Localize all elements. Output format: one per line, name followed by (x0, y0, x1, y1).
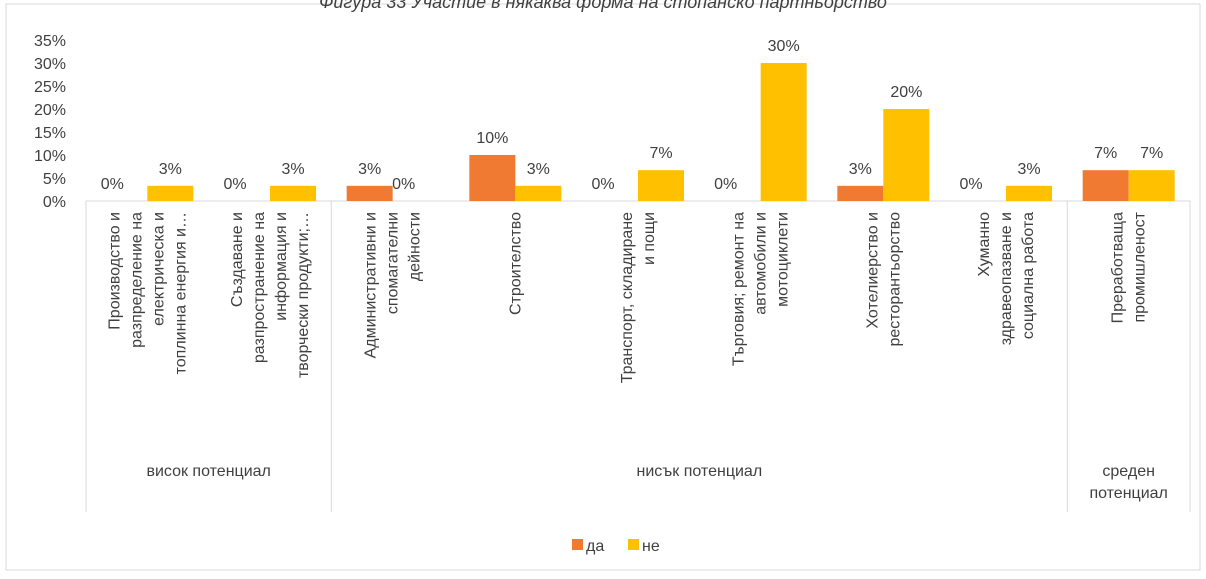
legend-label: не (642, 538, 660, 555)
data-label: 3% (1017, 161, 1040, 178)
data-label: 7% (649, 145, 672, 162)
bar (1128, 170, 1175, 201)
bar (346, 185, 393, 201)
bar (638, 170, 684, 201)
legend-label: да (586, 538, 604, 555)
legend-swatch (628, 539, 639, 550)
x-tick-label: спомагателни (385, 212, 402, 314)
group-label: висок потенциал (146, 463, 270, 480)
data-label: 30% (768, 38, 800, 55)
y-tick-label: 20% (34, 102, 66, 119)
x-tick-label: мотоциклети (775, 212, 792, 307)
y-tick-label: 0% (43, 194, 66, 211)
bar (469, 155, 516, 201)
x-tick-label: социална работа (1020, 212, 1037, 339)
x-tick-label: здравеопазване и (998, 212, 1015, 345)
data-label: 0% (392, 176, 415, 193)
bar (760, 63, 807, 201)
data-label: 3% (527, 161, 550, 178)
bar (837, 185, 884, 201)
data-label: 3% (849, 161, 872, 178)
y-tick-label: 5% (43, 171, 66, 188)
x-tick-label: Създаване и (229, 212, 246, 307)
y-tick-label: 10% (34, 148, 66, 165)
x-tick-label: дейности (407, 212, 424, 281)
group-label: среден (1102, 463, 1155, 480)
data-label: 7% (1140, 145, 1163, 162)
chart-title: Фигура 33 Участие в някаква форма на сто… (319, 0, 887, 12)
x-tick-label: Търговия; ремонт на (731, 212, 748, 366)
data-label: 20% (890, 84, 922, 101)
bar (1082, 170, 1129, 201)
data-label: 3% (159, 161, 182, 178)
y-tick-label: 15% (34, 125, 66, 142)
data-label: 0% (591, 176, 614, 193)
data-label: 0% (959, 176, 982, 193)
data-label: 0% (223, 176, 246, 193)
x-tick-label: Преработваща (1110, 212, 1127, 324)
legend-swatch (572, 539, 583, 550)
x-tick-label: информация и (273, 212, 290, 321)
x-tick-label: и пощи (641, 212, 658, 265)
x-tick-label: електрическа и (150, 212, 167, 326)
x-tick-label: Производство и (106, 212, 123, 330)
data-label: 0% (101, 176, 124, 193)
x-tick-label: творчески продукти;… (295, 212, 312, 378)
x-tick-label: ресторантьорство (886, 212, 903, 347)
x-tick-label: промишленост (1132, 211, 1149, 322)
x-tick-label: Транспорт, складиране (619, 212, 636, 383)
x-tick-label: автомобили и (753, 212, 770, 315)
data-label: 3% (281, 161, 304, 178)
y-tick-label: 25% (34, 79, 66, 96)
x-tick-label: разпространение на (251, 212, 268, 363)
x-tick-label: Хотелиерство и (864, 212, 881, 329)
x-tick-label: топлинна енергия и… (172, 212, 189, 374)
x-tick-label: Административни и (363, 212, 380, 358)
bar (515, 185, 562, 201)
group-label: нисък потенциал (637, 463, 763, 480)
y-tick-label: 35% (34, 33, 66, 50)
chart-border (5, 3, 1201, 571)
bar (147, 185, 194, 201)
data-label: 10% (476, 130, 508, 147)
data-label: 0% (714, 176, 737, 193)
x-tick-label: разпределение на (128, 212, 145, 348)
data-label: 7% (1094, 145, 1117, 162)
y-tick-label: 30% (34, 56, 66, 73)
x-tick-label: Хуманно (976, 212, 993, 277)
x-tick-label: Строителство (507, 212, 524, 315)
data-label: 3% (358, 161, 381, 178)
bar (270, 185, 316, 201)
group-label: потенциал (1089, 485, 1167, 502)
bar (883, 109, 930, 201)
bar (1006, 185, 1052, 201)
